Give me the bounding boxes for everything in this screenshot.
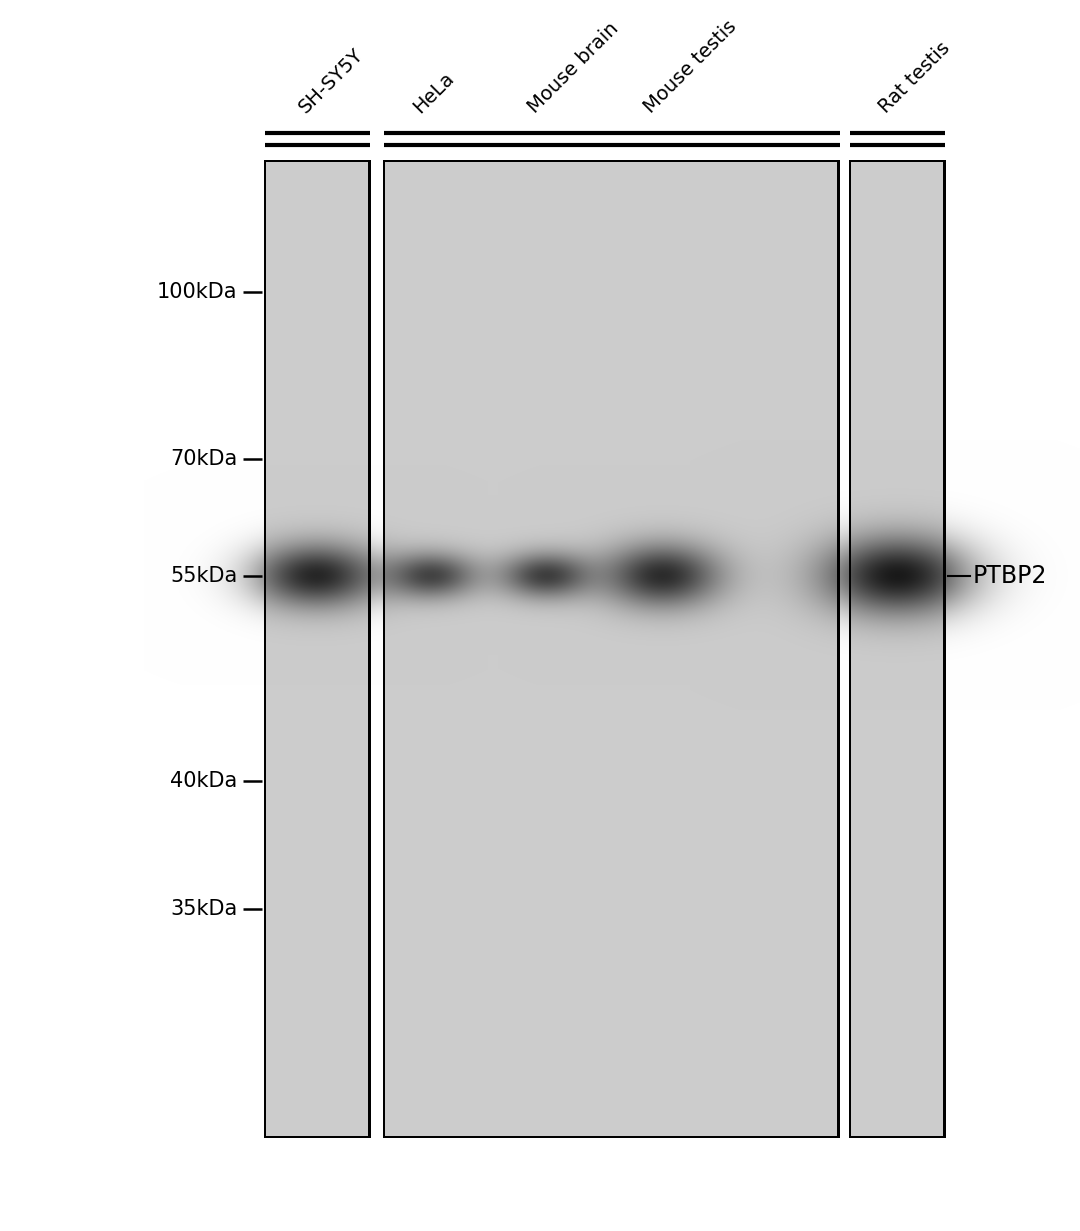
Text: 40kDa: 40kDa <box>171 772 238 792</box>
Text: Mouse testis: Mouse testis <box>640 17 741 117</box>
Text: Rat testis: Rat testis <box>875 38 954 117</box>
Text: 100kDa: 100kDa <box>157 282 238 302</box>
Text: Mouse brain: Mouse brain <box>525 18 623 117</box>
Text: 55kDa: 55kDa <box>171 566 238 586</box>
Text: PTBP2: PTBP2 <box>973 564 1048 588</box>
Text: 70kDa: 70kDa <box>171 448 238 469</box>
Text: SH-SY5Y: SH-SY5Y <box>295 46 367 117</box>
Text: 35kDa: 35kDa <box>171 899 238 918</box>
Text: HeLa: HeLa <box>409 69 458 117</box>
